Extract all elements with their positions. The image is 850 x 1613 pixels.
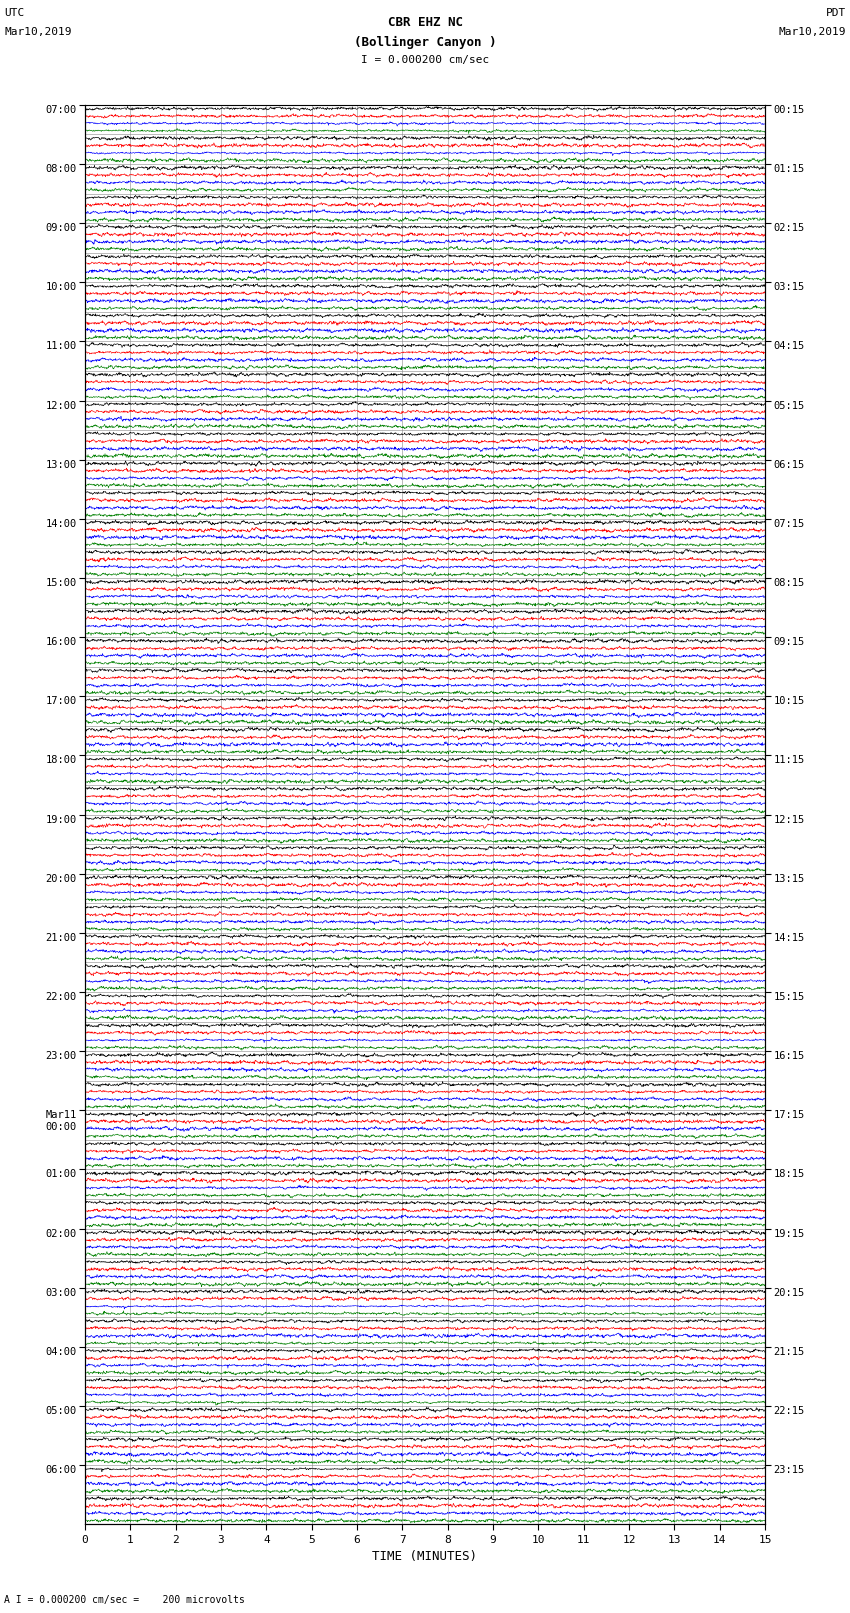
Text: PDT: PDT bbox=[825, 8, 846, 18]
Text: I = 0.000200 cm/sec: I = 0.000200 cm/sec bbox=[361, 55, 489, 65]
Text: A I = 0.000200 cm/sec =    200 microvolts: A I = 0.000200 cm/sec = 200 microvolts bbox=[4, 1595, 245, 1605]
X-axis label: TIME (MINUTES): TIME (MINUTES) bbox=[372, 1550, 478, 1563]
Text: UTC: UTC bbox=[4, 8, 25, 18]
Text: (Bollinger Canyon ): (Bollinger Canyon ) bbox=[354, 35, 496, 48]
Text: Mar10,2019: Mar10,2019 bbox=[779, 27, 846, 37]
Text: Mar10,2019: Mar10,2019 bbox=[4, 27, 71, 37]
Text: CBR EHZ NC: CBR EHZ NC bbox=[388, 16, 462, 29]
